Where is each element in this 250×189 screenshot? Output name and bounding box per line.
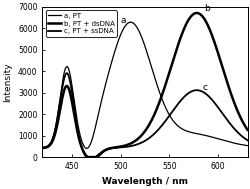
c, PT + ssDNA [196,89,199,91]
b, PT + dsDNA [53,133,56,135]
Legend: a, PT, b, PT + dsDNA, c, PT + ssDNA: a, PT, b, PT + dsDNA, c, PT + ssDNA [46,10,117,37]
c, PT + ssDNA [217,108,220,111]
c, PT + ssDNA [160,124,163,126]
a, PT [129,21,132,23]
Text: b: b [204,4,210,13]
b, PT + dsDNA [165,78,168,81]
c, PT + ssDNA [53,130,56,132]
a, PT [53,128,56,131]
b, PT + dsDNA [86,156,89,158]
Line: b, PT + dsDNA: b, PT + dsDNA [42,13,246,157]
a, PT [196,133,199,135]
c, PT + ssDNA [245,139,248,141]
Line: c, PT + ssDNA: c, PT + ssDNA [42,73,246,157]
a, PT [172,120,174,122]
a, PT [41,146,44,148]
Y-axis label: Intensity: Intensity [4,62,13,102]
Text: c: c [202,83,207,92]
b, PT + dsDNA [217,57,220,59]
X-axis label: Wavelength / nm: Wavelength / nm [102,177,187,186]
b, PT + dsDNA [245,129,248,131]
c, PT + ssDNA [165,117,168,119]
c, PT + ssDNA [84,156,87,158]
a, PT [165,110,168,112]
Line: a, PT: a, PT [42,22,246,148]
c, PT + ssDNA [65,72,68,74]
a, PT [160,98,163,100]
c, PT + ssDNA [172,109,174,111]
c, PT + ssDNA [41,147,44,149]
b, PT + dsDNA [171,59,174,61]
b, PT + dsDNA [41,147,44,149]
b, PT + dsDNA [196,12,199,14]
b, PT + dsDNA [160,94,163,97]
b, PT + dsDNA [194,12,198,14]
Text: a: a [120,16,126,25]
a, PT [85,147,88,149]
a, PT [245,144,248,147]
a, PT [217,138,220,140]
